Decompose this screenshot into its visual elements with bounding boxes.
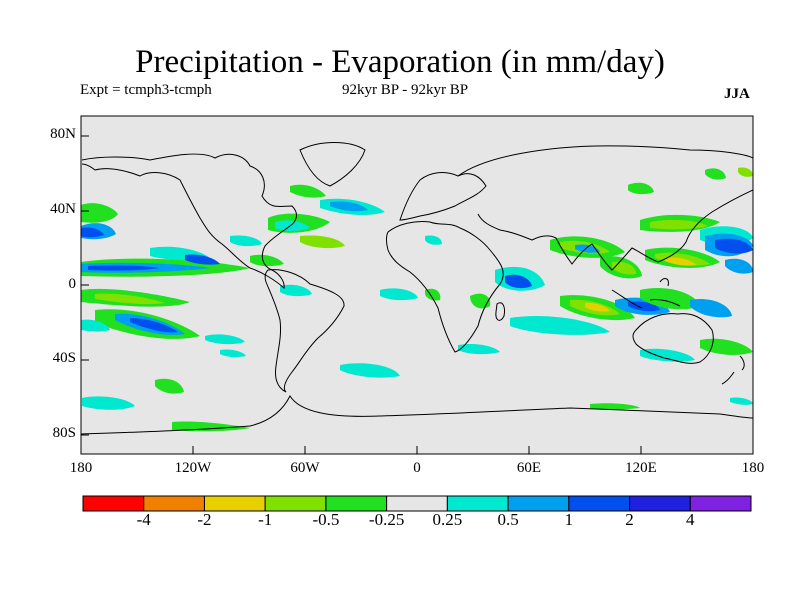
coastline-europe-africa: [386, 221, 504, 353]
colorbar-label: -0.25: [368, 510, 405, 529]
colorbar-label: 4: [686, 510, 695, 529]
pe-patch: [82, 396, 135, 410]
pe-patch: [81, 319, 110, 332]
colorbar-swatch: [689, 495, 752, 512]
coastline-greenland: [299, 142, 366, 187]
pe-anomaly-fields: [81, 167, 753, 432]
colorbar-label: -1: [258, 510, 273, 529]
pe-patch: [330, 201, 368, 212]
pe-patch: [725, 258, 753, 274]
lat-label: 40N: [50, 201, 76, 217]
pe-patch: [650, 219, 708, 230]
colorbar: [82, 495, 752, 512]
pe-patch: [730, 397, 753, 405]
lon-label: 120E: [625, 460, 657, 476]
pe-patch: [738, 167, 753, 177]
colorbar-swatch: [82, 495, 145, 512]
coastline-australia: [632, 313, 714, 364]
coastline-europe: [399, 172, 487, 221]
pe-patch: [628, 182, 654, 195]
colorbar-swatch: [446, 495, 509, 512]
pe-patch: [81, 227, 104, 238]
pe-patch: [380, 288, 418, 301]
colorbar-swatch: [629, 495, 691, 512]
map-background: [81, 116, 753, 454]
pe-patch: [275, 220, 310, 231]
lon-label: 0: [413, 460, 421, 476]
axis-ticks: [80, 135, 754, 454]
pe-patch: [458, 343, 500, 355]
pe-patch: [425, 235, 442, 245]
lon-label: 180: [741, 460, 765, 476]
pe-patch: [81, 203, 118, 223]
coastline-indonesia: [611, 278, 681, 309]
pe-patch: [280, 284, 312, 297]
pe-patch: [640, 287, 700, 310]
lat-label: 40S: [52, 350, 76, 366]
coastline-antarctica: [81, 394, 753, 435]
pe-patch: [715, 238, 753, 254]
pe-patch: [130, 318, 178, 333]
coastline-south-america: [264, 269, 345, 393]
colorbar-swatch: [203, 495, 266, 512]
pe-patch: [155, 378, 184, 394]
lon-label: 60E: [516, 460, 542, 476]
lon-label: 120W: [174, 460, 212, 476]
pe-patch: [470, 293, 491, 309]
colorbar-label: -2: [197, 510, 212, 529]
pe-patch: [510, 315, 610, 335]
coastline-new-zealand: [721, 355, 745, 385]
pe-patch: [590, 403, 640, 410]
coastlines: [81, 142, 753, 435]
pe-patch: [690, 298, 732, 318]
colorbar-swatch: [143, 495, 205, 512]
map-title: Precipitation - Evaporation (in mm/day): [135, 44, 665, 80]
pe-patch: [300, 235, 345, 249]
colorbar-label: 2: [625, 510, 634, 529]
colorbar-label: -4: [136, 510, 151, 529]
pe-patch: [705, 168, 726, 180]
pe-patch: [290, 184, 326, 198]
pe-patch: [95, 293, 165, 305]
lon-label: 180: [69, 460, 93, 476]
pe-patch: [205, 334, 245, 345]
lat-label: 0: [68, 276, 77, 292]
pe-patch: [505, 274, 532, 289]
colorbar-swatch: [386, 495, 448, 512]
pe-patch: [340, 363, 400, 378]
period-label: 92kyr BP - 92kyr BP: [342, 82, 469, 98]
pe-patch: [172, 421, 250, 432]
colorbar-swatch: [264, 495, 327, 512]
pe-patch: [88, 265, 160, 271]
lon-label: 60W: [290, 460, 320, 476]
pe-patch: [220, 349, 246, 358]
pe-patch: [585, 302, 610, 312]
lat-label: 80S: [52, 425, 76, 441]
coastline-madagascar: [495, 302, 505, 321]
colorbar-swatch: [325, 495, 388, 512]
pe-patch: [640, 348, 695, 362]
colorbar-label: 1: [564, 510, 574, 529]
coastline-asia: [457, 145, 753, 271]
pe-patch: [230, 235, 262, 247]
season-label: JJA: [724, 86, 750, 102]
colorbar-label: 0.25: [432, 510, 463, 529]
pe-patch: [250, 254, 284, 267]
colorbar-label: 0.5: [497, 510, 519, 529]
colorbar-swatch: [568, 495, 631, 512]
colorbar-swatch: [507, 495, 570, 512]
colorbar-label: -0.5: [312, 510, 340, 529]
experiment-label: Expt = tcmph3-tcmph: [80, 82, 212, 98]
pe-patch: [665, 257, 696, 266]
lat-label: 80N: [50, 126, 76, 142]
pe-patch: [575, 244, 600, 253]
pe-patch: [612, 261, 636, 275]
pe-patch: [185, 254, 220, 265]
